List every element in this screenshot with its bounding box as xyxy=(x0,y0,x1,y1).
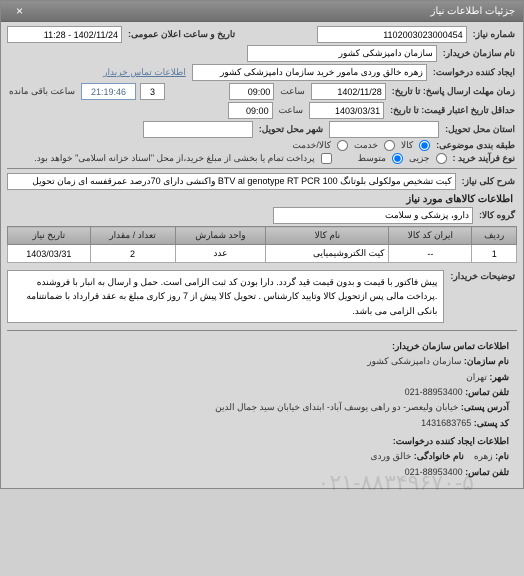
delivery-loc-input[interactable] xyxy=(329,121,439,138)
city-value: تهران xyxy=(466,372,487,382)
titlebar: جزئیات اطلاعات نیاز xyxy=(1,1,523,22)
buyer-name-input[interactable] xyxy=(247,45,437,62)
cell-idx: 1 xyxy=(472,245,517,263)
details-panel: جزئیات اطلاعات نیاز شماره نیاز: تاریخ و … xyxy=(0,0,524,489)
cell-qty: 2 xyxy=(90,245,175,263)
table-header-row: ردیف ایران کد کالا نام کالا واحد شمارش ت… xyxy=(8,227,517,245)
phone-label: تلفن تماس: xyxy=(465,387,509,397)
items-table: ردیف ایران کد کالا نام کالا واحد شمارش ت… xyxy=(7,226,517,263)
radio-small[interactable] xyxy=(436,153,447,164)
col-idx: ردیف xyxy=(472,227,517,245)
form-area: شماره نیاز: تاریخ و ساعت اعلان عمومی: نا… xyxy=(1,22,523,488)
radio-medium[interactable] xyxy=(392,153,403,164)
opt-medium: متوسط xyxy=(356,153,388,164)
opt-both: کالا/خدمت xyxy=(290,140,333,151)
deadline-label: زمان مهلت ارسال پاسخ: تا تاریخ: xyxy=(390,86,517,97)
quote-valid-date-input[interactable] xyxy=(309,102,384,119)
creator-name-value: زهره xyxy=(474,451,493,461)
delivery-city-input[interactable] xyxy=(143,121,253,138)
creator-section-title: اطلاعات ایجاد کننده درخواست: xyxy=(15,434,509,449)
separator-1 xyxy=(7,168,517,169)
quote-valid-label: حداقل تاریخ اعتبار قیمت: تا تاریخ: xyxy=(388,105,517,116)
address-value: خیابان ولیعصر- دو راهی یوسف آباد- ابتدای… xyxy=(215,402,458,412)
cell-unit: عدد xyxy=(175,245,266,263)
items-section-title: اطلاعات کالاهای مورد نیاز xyxy=(7,192,517,207)
group-input[interactable] xyxy=(273,207,473,224)
deadline-date-input[interactable] xyxy=(311,83,386,100)
requester-input[interactable] xyxy=(192,64,427,81)
req-no-label: شماره نیاز: xyxy=(471,29,517,40)
phone-value: 88953400-021 xyxy=(405,387,463,397)
col-qty: تعداد / مقدار xyxy=(90,227,175,245)
time-label-1: ساعت xyxy=(278,86,307,97)
footer-info: اطلاعات تماس سازمان خریدار: نام سازمان: … xyxy=(7,335,517,484)
creator-family-label: نام خانوادگی: xyxy=(414,451,464,461)
org-value: سازمان دامپزشکی کشور xyxy=(367,356,461,366)
panel-title: جزئیات اطلاعات نیاز xyxy=(431,6,515,17)
pay-note: پرداخت تمام یا بخشی از مبلغ خرید،از محل … xyxy=(32,153,316,164)
delivery-loc-label: استان محل تحویل: xyxy=(443,124,517,135)
desc-input[interactable] xyxy=(7,173,456,190)
opt-small: جزیی xyxy=(407,153,432,164)
postal-value: 1431683765 xyxy=(421,418,471,428)
cell-date: 1403/03/31 xyxy=(8,245,91,263)
opt-all: کالا xyxy=(399,140,415,151)
group-label: گروه کالا: xyxy=(477,210,517,221)
pack-label: طبقه بندی موضوعی: xyxy=(434,140,517,151)
creator-family-value: خالق وردی xyxy=(370,451,411,461)
buyer-name-label: نام سازمان خریدار: xyxy=(441,48,517,59)
org-label: نام سازمان: xyxy=(464,356,509,366)
table-row[interactable]: 1 -- کیت الکتروشیمیایی عدد 2 1403/03/31 xyxy=(8,245,517,263)
contact-link[interactable]: اطلاعات تماس خریدار xyxy=(101,67,188,78)
opt-service: خدمت xyxy=(352,140,380,151)
desc-label: شرح کلی نیاز: xyxy=(460,176,517,187)
footer-section-title: اطلاعات تماس سازمان خریدار: xyxy=(15,339,509,354)
postal-label: کد پستی: xyxy=(474,418,509,428)
creator-name-label: نام: xyxy=(495,451,509,461)
remaining-label: ساعت باقی مانده xyxy=(7,86,77,97)
col-date: تاریخ نیاز xyxy=(8,227,91,245)
col-irancode: ایران کد کالا xyxy=(389,227,472,245)
req-no-input[interactable] xyxy=(317,26,467,43)
remaining-days-input xyxy=(140,83,165,100)
delivery-city-label: شهر محل تحویل: xyxy=(257,124,325,135)
check-treasury[interactable] xyxy=(321,153,332,164)
time-label-2: ساعت xyxy=(277,105,306,116)
cell-name: کیت الکتروشیمیایی xyxy=(266,245,389,263)
deadline-time-input[interactable] xyxy=(229,83,274,100)
separator-2 xyxy=(7,330,517,331)
radio-both[interactable] xyxy=(337,140,348,151)
creator-phone-label: تلفن تماس: xyxy=(465,467,509,477)
address-label: آدرس پستی: xyxy=(461,402,509,412)
announce-date-label: تاریخ و ساعت اعلان عمومی: xyxy=(126,29,237,40)
radio-service[interactable] xyxy=(384,140,395,151)
quote-valid-time-input[interactable] xyxy=(228,102,273,119)
col-unit: واحد شمارش xyxy=(175,227,266,245)
creator-phone-value: 88953400-021 xyxy=(405,467,463,477)
requester-label: ایجاد کننده درخواست: xyxy=(431,67,517,78)
cell-irancode: -- xyxy=(389,245,472,263)
radio-kala[interactable] xyxy=(419,140,430,151)
close-icon[interactable] xyxy=(9,4,23,18)
remaining-time-input xyxy=(81,83,136,100)
city-label: شهر: xyxy=(489,372,509,382)
process-label: نوع فرآیند خرید : xyxy=(451,153,518,164)
buyer-notes-label: توضیحات خریدار: xyxy=(448,267,517,282)
col-name: نام کالا xyxy=(266,227,389,245)
announce-date-input[interactable] xyxy=(7,26,122,43)
buyer-notes-box: پیش فاکتور با قیمت و بدون قیمت قید گردد.… xyxy=(7,270,444,323)
